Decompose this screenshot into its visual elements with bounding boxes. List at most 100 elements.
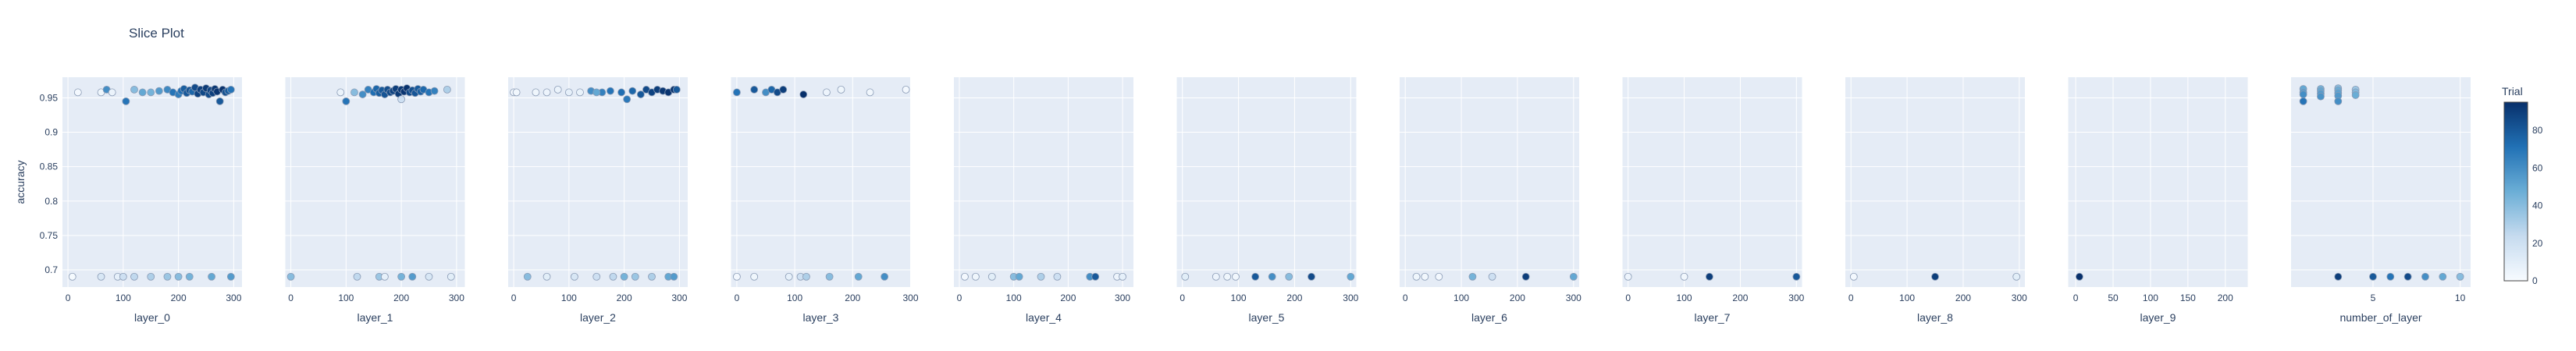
- data-point[interactable]: [1053, 272, 1062, 281]
- data-point[interactable]: [1680, 272, 1688, 281]
- data-point[interactable]: [147, 88, 155, 97]
- data-point[interactable]: [576, 88, 584, 97]
- data-point[interactable]: [1792, 272, 1801, 281]
- data-point[interactable]: [2317, 92, 2325, 101]
- data-point[interactable]: [543, 88, 551, 97]
- data-point[interactable]: [1037, 272, 1045, 281]
- data-point[interactable]: [215, 97, 224, 105]
- data-point[interactable]: [226, 85, 235, 94]
- data-point[interactable]: [174, 272, 183, 281]
- data-point[interactable]: [1488, 272, 1496, 281]
- data-point[interactable]: [122, 97, 130, 105]
- data-point[interactable]: [543, 272, 551, 281]
- data-point[interactable]: [408, 272, 417, 281]
- data-point[interactable]: [1931, 272, 1939, 281]
- data-point[interactable]: [564, 88, 573, 97]
- data-point[interactable]: [2369, 272, 2377, 281]
- data-point[interactable]: [119, 272, 127, 281]
- data-point[interactable]: [631, 272, 639, 281]
- data-point[interactable]: [648, 272, 656, 281]
- data-point[interactable]: [226, 272, 235, 281]
- data-point[interactable]: [785, 272, 793, 281]
- data-point[interactable]: [447, 272, 455, 281]
- data-point[interactable]: [2299, 90, 2307, 98]
- data-point[interactable]: [286, 272, 295, 281]
- data-point[interactable]: [553, 85, 562, 94]
- data-point[interactable]: [397, 95, 406, 104]
- data-point[interactable]: [750, 272, 759, 281]
- data-point[interactable]: [2439, 272, 2447, 281]
- data-point[interactable]: [799, 90, 808, 98]
- data-point[interactable]: [2012, 272, 2021, 281]
- data-point[interactable]: [592, 88, 601, 97]
- data-point[interactable]: [2334, 97, 2343, 105]
- data-point[interactable]: [2456, 272, 2464, 281]
- data-point[interactable]: [1119, 272, 1126, 281]
- data-point[interactable]: [1181, 272, 1190, 281]
- data-point[interactable]: [779, 85, 788, 94]
- data-point[interactable]: [380, 272, 389, 281]
- data-point[interactable]: [636, 90, 645, 98]
- data-point[interactable]: [353, 272, 361, 281]
- data-point[interactable]: [1015, 272, 1023, 281]
- data-point[interactable]: [823, 88, 831, 97]
- data-point[interactable]: [1091, 272, 1100, 281]
- data-point[interactable]: [397, 272, 406, 281]
- data-point[interactable]: [825, 272, 834, 281]
- data-point[interactable]: [1412, 272, 1421, 281]
- data-point[interactable]: [1251, 272, 1260, 281]
- data-point[interactable]: [2403, 272, 2412, 281]
- data-point[interactable]: [837, 85, 845, 94]
- data-point[interactable]: [902, 85, 910, 94]
- data-point[interactable]: [987, 272, 996, 281]
- data-point[interactable]: [108, 88, 116, 97]
- data-point[interactable]: [425, 272, 433, 281]
- data-point[interactable]: [623, 95, 632, 104]
- data-point[interactable]: [620, 272, 628, 281]
- data-point[interactable]: [163, 272, 172, 281]
- data-point[interactable]: [866, 88, 874, 97]
- data-point[interactable]: [971, 272, 980, 281]
- data-point[interactable]: [1268, 272, 1276, 281]
- data-point[interactable]: [138, 88, 147, 97]
- data-point[interactable]: [2299, 97, 2307, 105]
- data-point[interactable]: [155, 87, 163, 95]
- data-point[interactable]: [802, 272, 810, 281]
- data-point[interactable]: [97, 272, 105, 281]
- data-point[interactable]: [609, 272, 617, 281]
- data-point[interactable]: [532, 88, 540, 97]
- data-point[interactable]: [512, 88, 521, 97]
- data-point[interactable]: [523, 272, 532, 281]
- data-point[interactable]: [1223, 272, 1232, 281]
- data-point[interactable]: [2334, 272, 2343, 281]
- data-point[interactable]: [961, 272, 969, 281]
- data-point[interactable]: [750, 85, 759, 94]
- data-point[interactable]: [147, 272, 155, 281]
- data-point[interactable]: [2421, 272, 2429, 281]
- data-point[interactable]: [1308, 272, 1315, 281]
- data-point[interactable]: [733, 88, 741, 97]
- data-point[interactable]: [130, 272, 138, 281]
- data-point[interactable]: [1521, 272, 1530, 281]
- data-point[interactable]: [607, 87, 614, 95]
- data-point[interactable]: [1624, 272, 1632, 281]
- data-point[interactable]: [350, 88, 358, 97]
- data-point[interactable]: [670, 272, 678, 281]
- data-point[interactable]: [358, 90, 367, 98]
- data-point[interactable]: [854, 272, 863, 281]
- data-point[interactable]: [185, 272, 194, 281]
- data-point[interactable]: [1468, 272, 1477, 281]
- data-point[interactable]: [881, 272, 889, 281]
- data-point[interactable]: [1706, 272, 1713, 281]
- data-point[interactable]: [1212, 272, 1220, 281]
- data-point[interactable]: [1569, 272, 1578, 281]
- data-point[interactable]: [68, 272, 76, 281]
- data-point[interactable]: [2075, 272, 2083, 281]
- data-point[interactable]: [1435, 272, 1443, 281]
- data-point[interactable]: [336, 88, 345, 97]
- data-point[interactable]: [672, 85, 681, 94]
- data-point[interactable]: [628, 87, 637, 95]
- data-point[interactable]: [1421, 272, 1429, 281]
- data-point[interactable]: [443, 85, 451, 94]
- data-point[interactable]: [73, 88, 82, 97]
